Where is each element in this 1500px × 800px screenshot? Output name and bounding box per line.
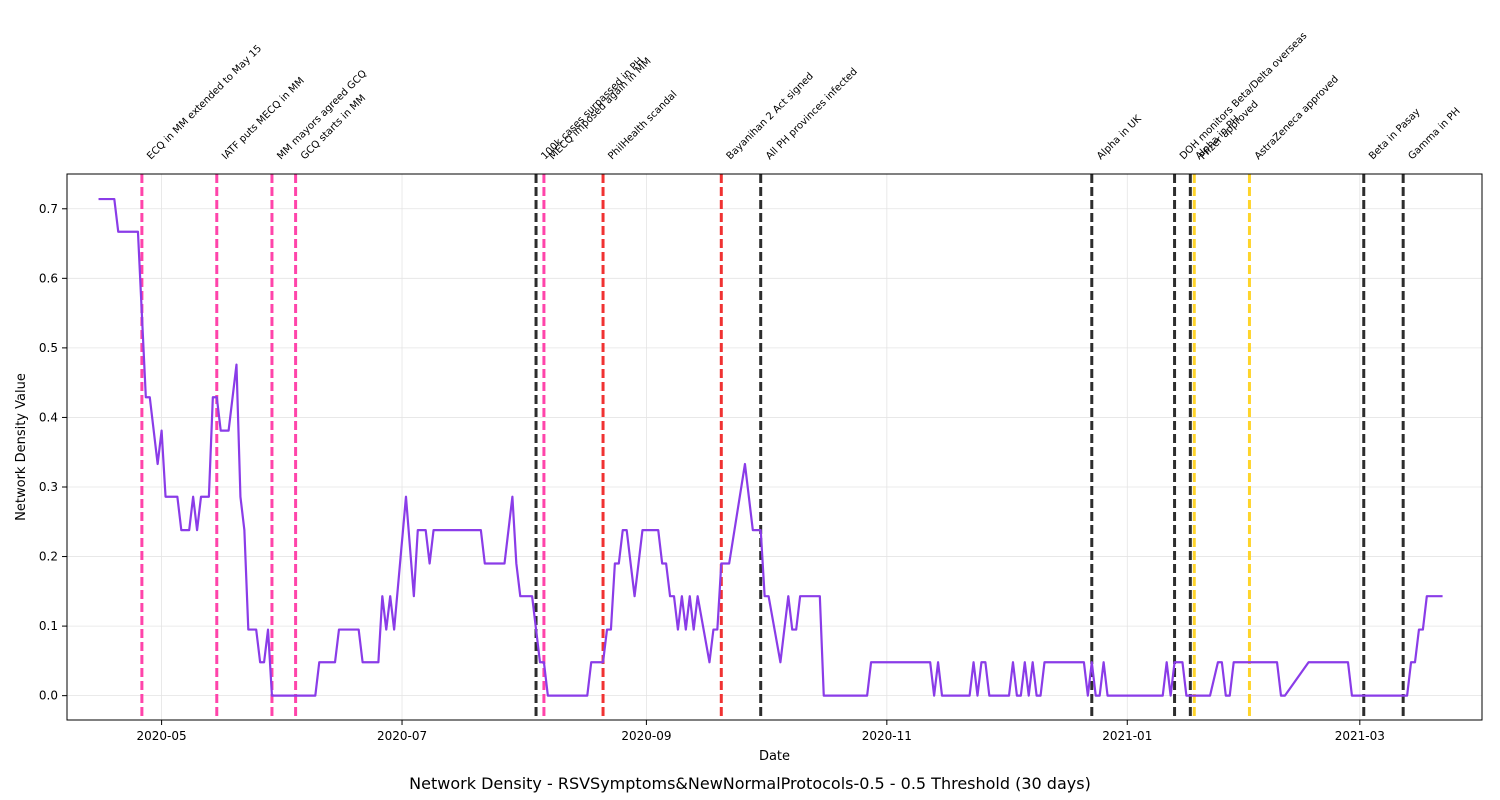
axis-ticks: 2020-05 2020-07 2020-09 2020-11 2021-01 2021-… xyxy=(39,202,1385,743)
y-tick-label: 0.6 xyxy=(39,271,58,285)
y-tick-label: 0.4 xyxy=(39,410,58,424)
y-tick-label: 0.1 xyxy=(39,619,58,633)
plot-frame xyxy=(66,173,1483,721)
x-tick-label: 2020-07 xyxy=(377,729,427,743)
density-series-line xyxy=(98,197,1443,697)
x-tick-label: 2020-05 xyxy=(137,729,187,743)
y-axis-label: Network Density Value xyxy=(14,373,29,521)
y-tick-label: 0.7 xyxy=(39,202,58,216)
y-tick-label: 0.3 xyxy=(39,480,58,494)
x-tick-label: 2020-11 xyxy=(862,729,912,743)
y-tick-label: 0.5 xyxy=(39,341,58,355)
x-tick-label: 2020-09 xyxy=(621,729,671,743)
event-lines xyxy=(140,174,1405,720)
chart-title: Network Density - RSVSymptoms&NewNormalP… xyxy=(409,774,1091,793)
series-lines xyxy=(98,197,1443,697)
y-tick-label: 0.0 xyxy=(39,689,58,703)
x-tick-label: 2021-01 xyxy=(1102,729,1152,743)
x-axis-label: Date xyxy=(759,749,790,764)
grid-lines xyxy=(67,174,1482,720)
x-tick-label: 2021-03 xyxy=(1335,729,1385,743)
y-tick-label: 0.2 xyxy=(39,550,58,564)
